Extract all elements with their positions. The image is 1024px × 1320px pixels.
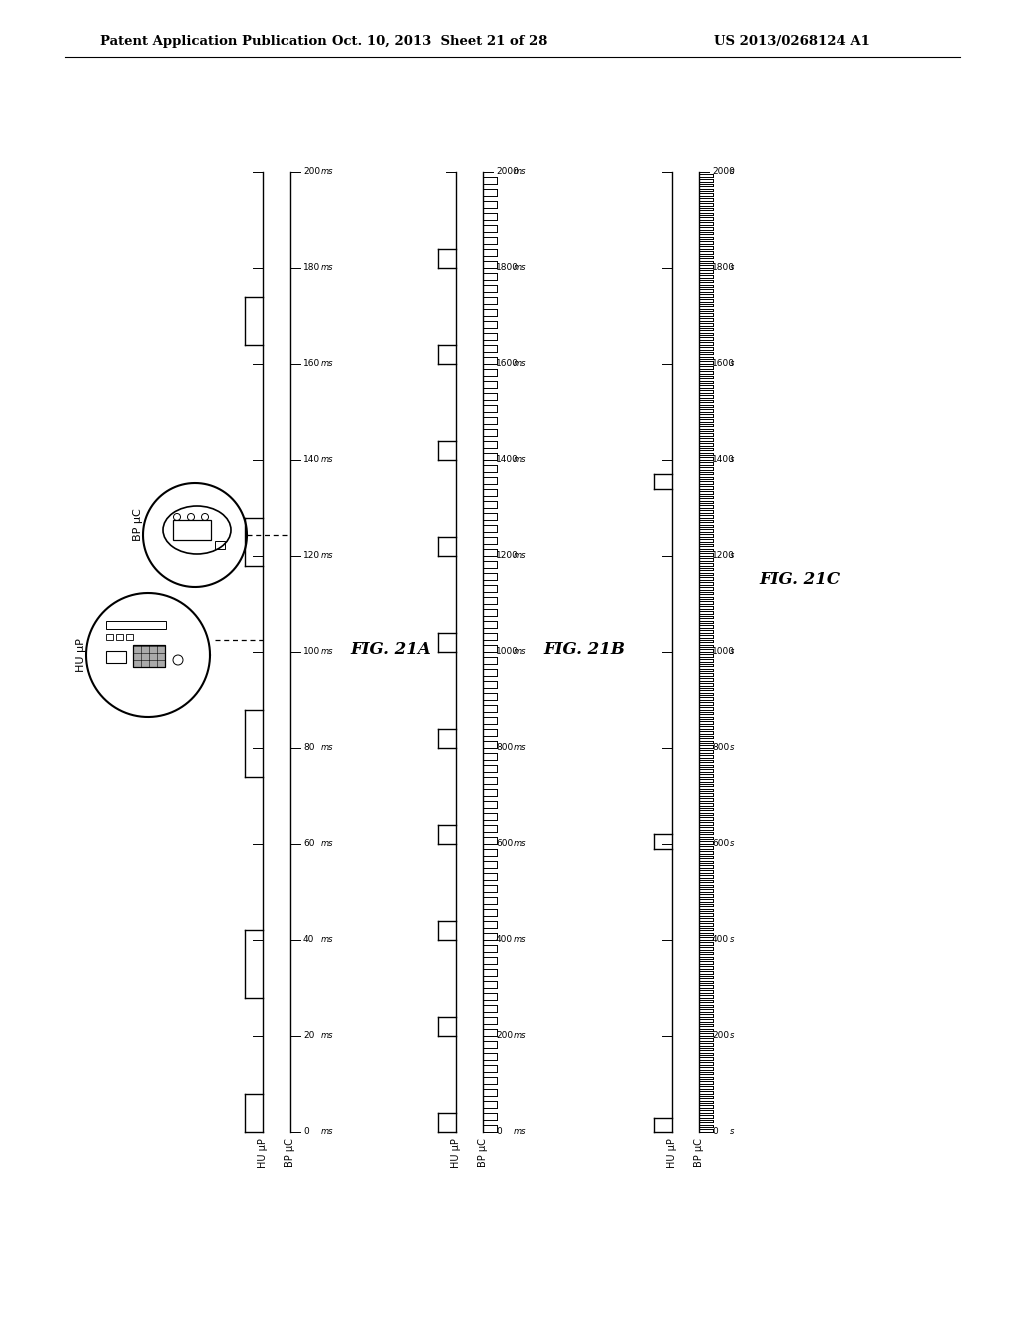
- Text: HU μP: HU μP: [451, 1138, 461, 1168]
- Text: s: s: [730, 743, 734, 752]
- Text: s: s: [730, 648, 734, 656]
- Text: 1600: 1600: [712, 359, 735, 368]
- Bar: [116, 634, 123, 640]
- Text: 1400: 1400: [496, 455, 519, 465]
- Text: ms: ms: [321, 840, 334, 849]
- Text: ms: ms: [321, 743, 334, 752]
- Text: ms: ms: [514, 168, 526, 177]
- Text: ms: ms: [514, 552, 526, 561]
- Bar: [126, 634, 133, 640]
- Text: 40: 40: [303, 936, 314, 945]
- Text: 1800: 1800: [712, 264, 735, 272]
- Text: s: s: [730, 455, 734, 465]
- Text: 2000: 2000: [712, 168, 735, 177]
- Text: 1200: 1200: [712, 552, 735, 561]
- Text: 160: 160: [303, 359, 321, 368]
- Text: BP μC: BP μC: [694, 1138, 705, 1167]
- Bar: [173, 520, 211, 540]
- Bar: [215, 541, 225, 549]
- Text: 60: 60: [303, 840, 314, 849]
- Text: 200: 200: [303, 168, 321, 177]
- Text: s: s: [730, 1127, 734, 1137]
- Text: 1000: 1000: [496, 648, 519, 656]
- Text: ms: ms: [514, 455, 526, 465]
- Text: HU μP: HU μP: [76, 638, 86, 672]
- Text: s: s: [730, 840, 734, 849]
- Text: s: s: [730, 936, 734, 945]
- Text: HU μP: HU μP: [258, 1138, 268, 1168]
- Text: ms: ms: [514, 648, 526, 656]
- Text: s: s: [730, 168, 734, 177]
- Text: 1800: 1800: [496, 264, 519, 272]
- Text: 1400: 1400: [712, 455, 735, 465]
- Text: ms: ms: [321, 264, 334, 272]
- Bar: [106, 620, 166, 630]
- Text: 20: 20: [303, 1031, 314, 1040]
- Text: 800: 800: [496, 743, 513, 752]
- Text: 80: 80: [303, 743, 314, 752]
- Text: 600: 600: [712, 840, 729, 849]
- Text: ms: ms: [321, 1031, 334, 1040]
- Text: 0: 0: [303, 1127, 309, 1137]
- Text: 600: 600: [496, 840, 513, 849]
- Text: 200: 200: [712, 1031, 729, 1040]
- Text: 100: 100: [303, 648, 321, 656]
- Bar: [106, 634, 113, 640]
- Text: ms: ms: [514, 359, 526, 368]
- Text: FIG. 21B: FIG. 21B: [543, 642, 625, 659]
- Text: 400: 400: [496, 936, 513, 945]
- Text: 180: 180: [303, 264, 321, 272]
- Text: ms: ms: [514, 1127, 526, 1137]
- Text: 0: 0: [496, 1127, 502, 1137]
- Bar: [106, 651, 126, 663]
- Text: 1600: 1600: [496, 359, 519, 368]
- Text: 120: 120: [303, 552, 321, 561]
- Text: 140: 140: [303, 455, 321, 465]
- Bar: [133, 645, 165, 667]
- Text: ms: ms: [514, 743, 526, 752]
- Text: BP μC: BP μC: [478, 1138, 488, 1167]
- Text: Patent Application Publication: Patent Application Publication: [100, 36, 327, 48]
- Text: s: s: [730, 264, 734, 272]
- Text: ms: ms: [321, 1127, 334, 1137]
- Text: ms: ms: [514, 936, 526, 945]
- Text: 2000: 2000: [496, 168, 519, 177]
- Text: 400: 400: [712, 936, 729, 945]
- Text: ms: ms: [514, 264, 526, 272]
- Text: s: s: [730, 1031, 734, 1040]
- Text: ms: ms: [514, 1031, 526, 1040]
- Text: 1000: 1000: [712, 648, 735, 656]
- Text: 0: 0: [712, 1127, 718, 1137]
- Text: US 2013/0268124 A1: US 2013/0268124 A1: [714, 36, 870, 48]
- Text: FIG. 21A: FIG. 21A: [350, 642, 431, 659]
- Text: ms: ms: [321, 936, 334, 945]
- Text: ms: ms: [514, 840, 526, 849]
- Text: 200: 200: [496, 1031, 513, 1040]
- Text: ms: ms: [321, 455, 334, 465]
- Text: s: s: [730, 552, 734, 561]
- Text: ms: ms: [321, 648, 334, 656]
- Text: Oct. 10, 2013  Sheet 21 of 28: Oct. 10, 2013 Sheet 21 of 28: [333, 36, 548, 48]
- Text: ms: ms: [321, 552, 334, 561]
- Text: HU μP: HU μP: [667, 1138, 677, 1168]
- Text: 1200: 1200: [496, 552, 519, 561]
- Text: BP μC: BP μC: [285, 1138, 295, 1167]
- Text: s: s: [730, 359, 734, 368]
- Text: 800: 800: [712, 743, 729, 752]
- Text: BP μC: BP μC: [133, 508, 143, 541]
- Text: ms: ms: [321, 359, 334, 368]
- Text: ms: ms: [321, 168, 334, 177]
- Text: FIG. 21C: FIG. 21C: [759, 572, 840, 589]
